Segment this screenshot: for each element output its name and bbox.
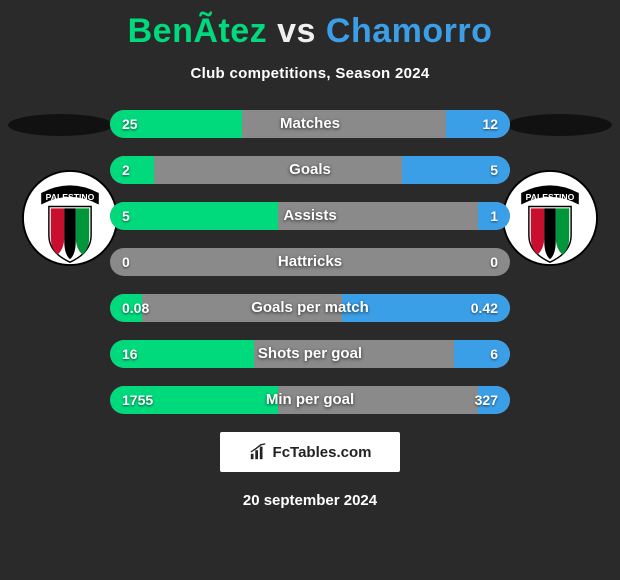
fctables-logo-text: FcTables.com [273,444,372,461]
stat-value-right: 6 [490,340,498,368]
shadow-right [507,114,612,136]
stat-value-right: 12 [482,110,498,138]
player2-name: Chamorro [326,12,492,50]
stat-row: Assists5 1 [110,202,510,230]
stat-value-right: 0 [490,248,498,276]
stat-value-left: 0.08 [122,294,149,322]
stat-label: Goals per match [110,294,510,322]
stat-label: Assists [110,202,510,230]
stat-value-left: 1755 [122,386,153,414]
stat-label: Hattricks [110,248,510,276]
club-badge-left: PALESTINO [22,170,118,266]
player1-name: BenÃ­tez [128,12,268,50]
palestino-badge-icon: PALESTINO [22,170,118,266]
stat-row: Min per goal1755 327 [110,386,510,414]
stat-value-left: 2 [122,156,130,184]
stat-value-left: 0 [122,248,130,276]
fctables-mark-icon [249,443,267,461]
stat-value-left: 25 [122,110,138,138]
stat-value-right: 327 [475,386,498,414]
comparison-title: BenÃ­tez vs Chamorro [0,0,620,51]
stat-row: Hattricks0 0 [110,248,510,276]
stat-label: Shots per goal [110,340,510,368]
stat-value-right: 0.42 [471,294,498,322]
stat-label: Min per goal [110,386,510,414]
stat-value-right: 5 [490,156,498,184]
fctables-logo[interactable]: FcTables.com [220,432,400,472]
stat-label: Matches [110,110,510,138]
stat-value-right: 1 [490,202,498,230]
stat-row: Shots per goal16 6 [110,340,510,368]
date-text: 20 september 2024 [0,492,620,509]
svg-text:PALESTINO: PALESTINO [526,192,575,202]
stat-value-left: 5 [122,202,130,230]
content-area: PALESTINO PALESTINO Matches2512Goals25As… [0,110,620,509]
stat-row: Goals per match0.08 0.42 [110,294,510,322]
stat-row: Matches25 12 [110,110,510,138]
vs-text: vs [277,12,316,50]
stat-label: Goals [110,156,510,184]
palestino-badge-icon: PALESTINO [502,170,598,266]
shadow-left [8,114,113,136]
svg-text:PALESTINO: PALESTINO [46,192,95,202]
subtitle: Club competitions, Season 2024 [0,65,620,82]
stat-value-left: 16 [122,340,138,368]
stats-bars: Matches2512Goals25Assists51Hattricks00Go… [110,110,510,414]
stat-row: Goals2 5 [110,156,510,184]
club-badge-right: PALESTINO [502,170,598,266]
